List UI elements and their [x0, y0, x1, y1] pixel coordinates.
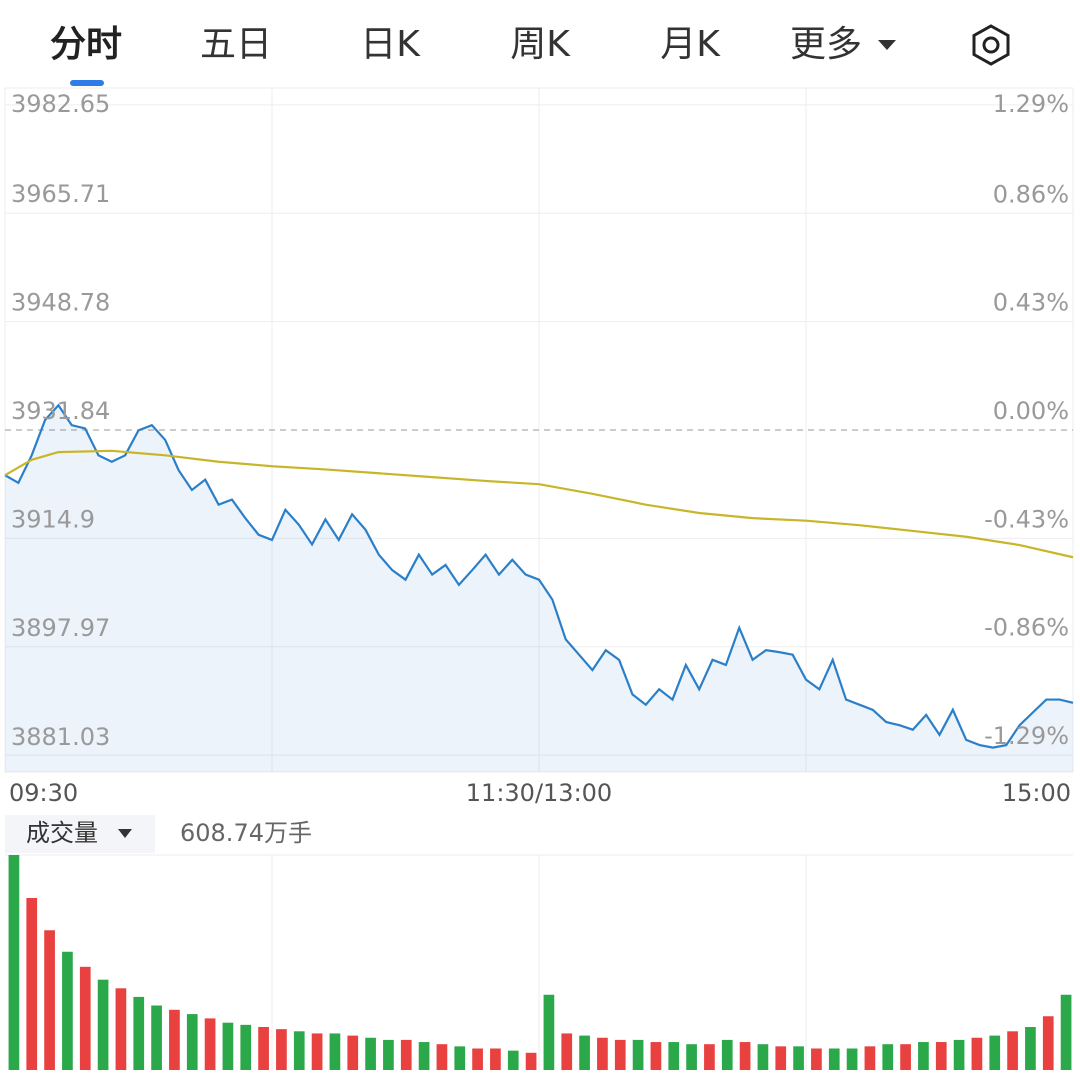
- settings-icon[interactable]: [972, 24, 1010, 66]
- volume-bar: [828, 1048, 840, 1070]
- volume-bar: [668, 1042, 680, 1070]
- y-tick-label: 3897.97: [11, 614, 110, 642]
- dropdown-arrow: [878, 40, 896, 50]
- y2-tick-label: 1.29%: [993, 90, 1069, 118]
- volume-bar: [935, 1042, 947, 1070]
- volume-bar: [44, 930, 55, 1070]
- y2-tick-label: -0.43%: [984, 505, 1069, 533]
- y-tick-label: 3931.84: [11, 397, 110, 425]
- volume-bar: [329, 1033, 341, 1070]
- volume-bar: [8, 855, 20, 1070]
- volume-bar: [383, 1039, 394, 1070]
- y-tick-label: 3982.65: [11, 90, 110, 118]
- volume-total: 608.74万手: [180, 819, 312, 847]
- y-tick-label: 3965.71: [11, 180, 110, 208]
- volume-bar: [1007, 1031, 1018, 1070]
- volume-bar: [543, 994, 555, 1070]
- volume-bar: [79, 966, 91, 1070]
- y2-tick-label: 0.43%: [993, 289, 1069, 317]
- volume-bar: [1042, 1016, 1054, 1070]
- volume-bar: [989, 1035, 1001, 1070]
- volume-selector[interactable]: [5, 815, 155, 853]
- y-tick-label: 3881.03: [11, 723, 110, 751]
- volume-bar: [169, 1009, 180, 1070]
- volume-bar: [739, 1042, 751, 1070]
- average-line: [4, 449, 1074, 559]
- volume-bar: [650, 1042, 662, 1070]
- volume-bar: [953, 1039, 965, 1070]
- tab[interactable]: 日K: [360, 24, 421, 65]
- tab[interactable]: 分时: [50, 24, 122, 65]
- settings-circle: [982, 36, 1000, 54]
- volume-bar: [62, 951, 73, 1070]
- volume-bar: [597, 1037, 608, 1070]
- tab-bar: 分时 五日 日K 周K 月K 更多: [50, 24, 1010, 86]
- volume-bar: [1025, 1027, 1036, 1070]
- volume-bar: [686, 1044, 697, 1070]
- volume-bar: [240, 1024, 252, 1070]
- tab[interactable]: 更多: [790, 24, 862, 65]
- volume-bar: [204, 1018, 216, 1070]
- volume-bar: [882, 1044, 894, 1070]
- volume-bar: [133, 996, 145, 1070]
- volume-bar: [418, 1042, 430, 1070]
- volume-bar: [846, 1048, 858, 1070]
- volume-bar: [704, 1044, 715, 1070]
- volume-bar: [579, 1035, 590, 1070]
- volume-bar: [222, 1022, 234, 1070]
- y2-tick-label: 0.00%: [993, 397, 1069, 425]
- volume-bar: [258, 1027, 269, 1070]
- volume-bar: [971, 1037, 983, 1070]
- volume-bar: [1060, 994, 1072, 1070]
- y-tick-label: 3948.78: [11, 288, 110, 316]
- price-line: [4, 403, 1074, 749]
- volume-bar: [436, 1044, 448, 1070]
- y2-tick-label: 0.86%: [993, 180, 1069, 208]
- volume-bar: [400, 1039, 412, 1070]
- volume-bar: [507, 1050, 519, 1070]
- tab[interactable]: 周K: [510, 24, 571, 65]
- volume-bar: [365, 1037, 376, 1070]
- x-tick-label: 11:30/13:00: [466, 779, 612, 807]
- volume-bar: [97, 979, 109, 1070]
- y2-tick-label: -1.29%: [984, 722, 1069, 750]
- volume-bar: [775, 1046, 787, 1070]
- volume-bar: [632, 1039, 644, 1070]
- volume-bar: [276, 1029, 287, 1070]
- volume-bar: [472, 1048, 483, 1070]
- dropdown-arrow: [118, 829, 132, 838]
- settings-hexagon: [972, 24, 1010, 66]
- volume-bar: [721, 1039, 733, 1070]
- volume-bar: [115, 988, 127, 1070]
- x-tick-label: 09:30: [9, 779, 78, 807]
- volume-bar: [490, 1048, 501, 1070]
- volume-bar: [293, 1031, 305, 1070]
- volume-bar: [918, 1042, 929, 1070]
- volume-bar: [793, 1046, 804, 1070]
- volume-bar: [811, 1048, 822, 1070]
- volume-bar: [311, 1033, 323, 1070]
- volume-bar: [525, 1052, 537, 1070]
- volume-title: 成交量: [26, 819, 98, 847]
- volume-bar: [26, 898, 38, 1070]
- x-tick-label: 15:00: [1002, 779, 1071, 807]
- volume-bar: [757, 1044, 769, 1070]
- volume-bar: [900, 1044, 911, 1070]
- volume-bar: [561, 1033, 573, 1070]
- volume-bar: [454, 1046, 466, 1070]
- tab[interactable]: 五日: [200, 24, 272, 65]
- active-tab-indicator: [70, 80, 104, 86]
- volume-bar: [151, 1005, 162, 1070]
- volume-bar: [614, 1039, 626, 1070]
- y2-tick-label: -0.86%: [984, 614, 1069, 642]
- volume-bar: [347, 1035, 359, 1070]
- volume-bar: [864, 1046, 876, 1070]
- volume-bar: [186, 1014, 198, 1070]
- tab[interactable]: 月K: [660, 24, 721, 65]
- y-tick-label: 3914.9: [11, 506, 95, 534]
